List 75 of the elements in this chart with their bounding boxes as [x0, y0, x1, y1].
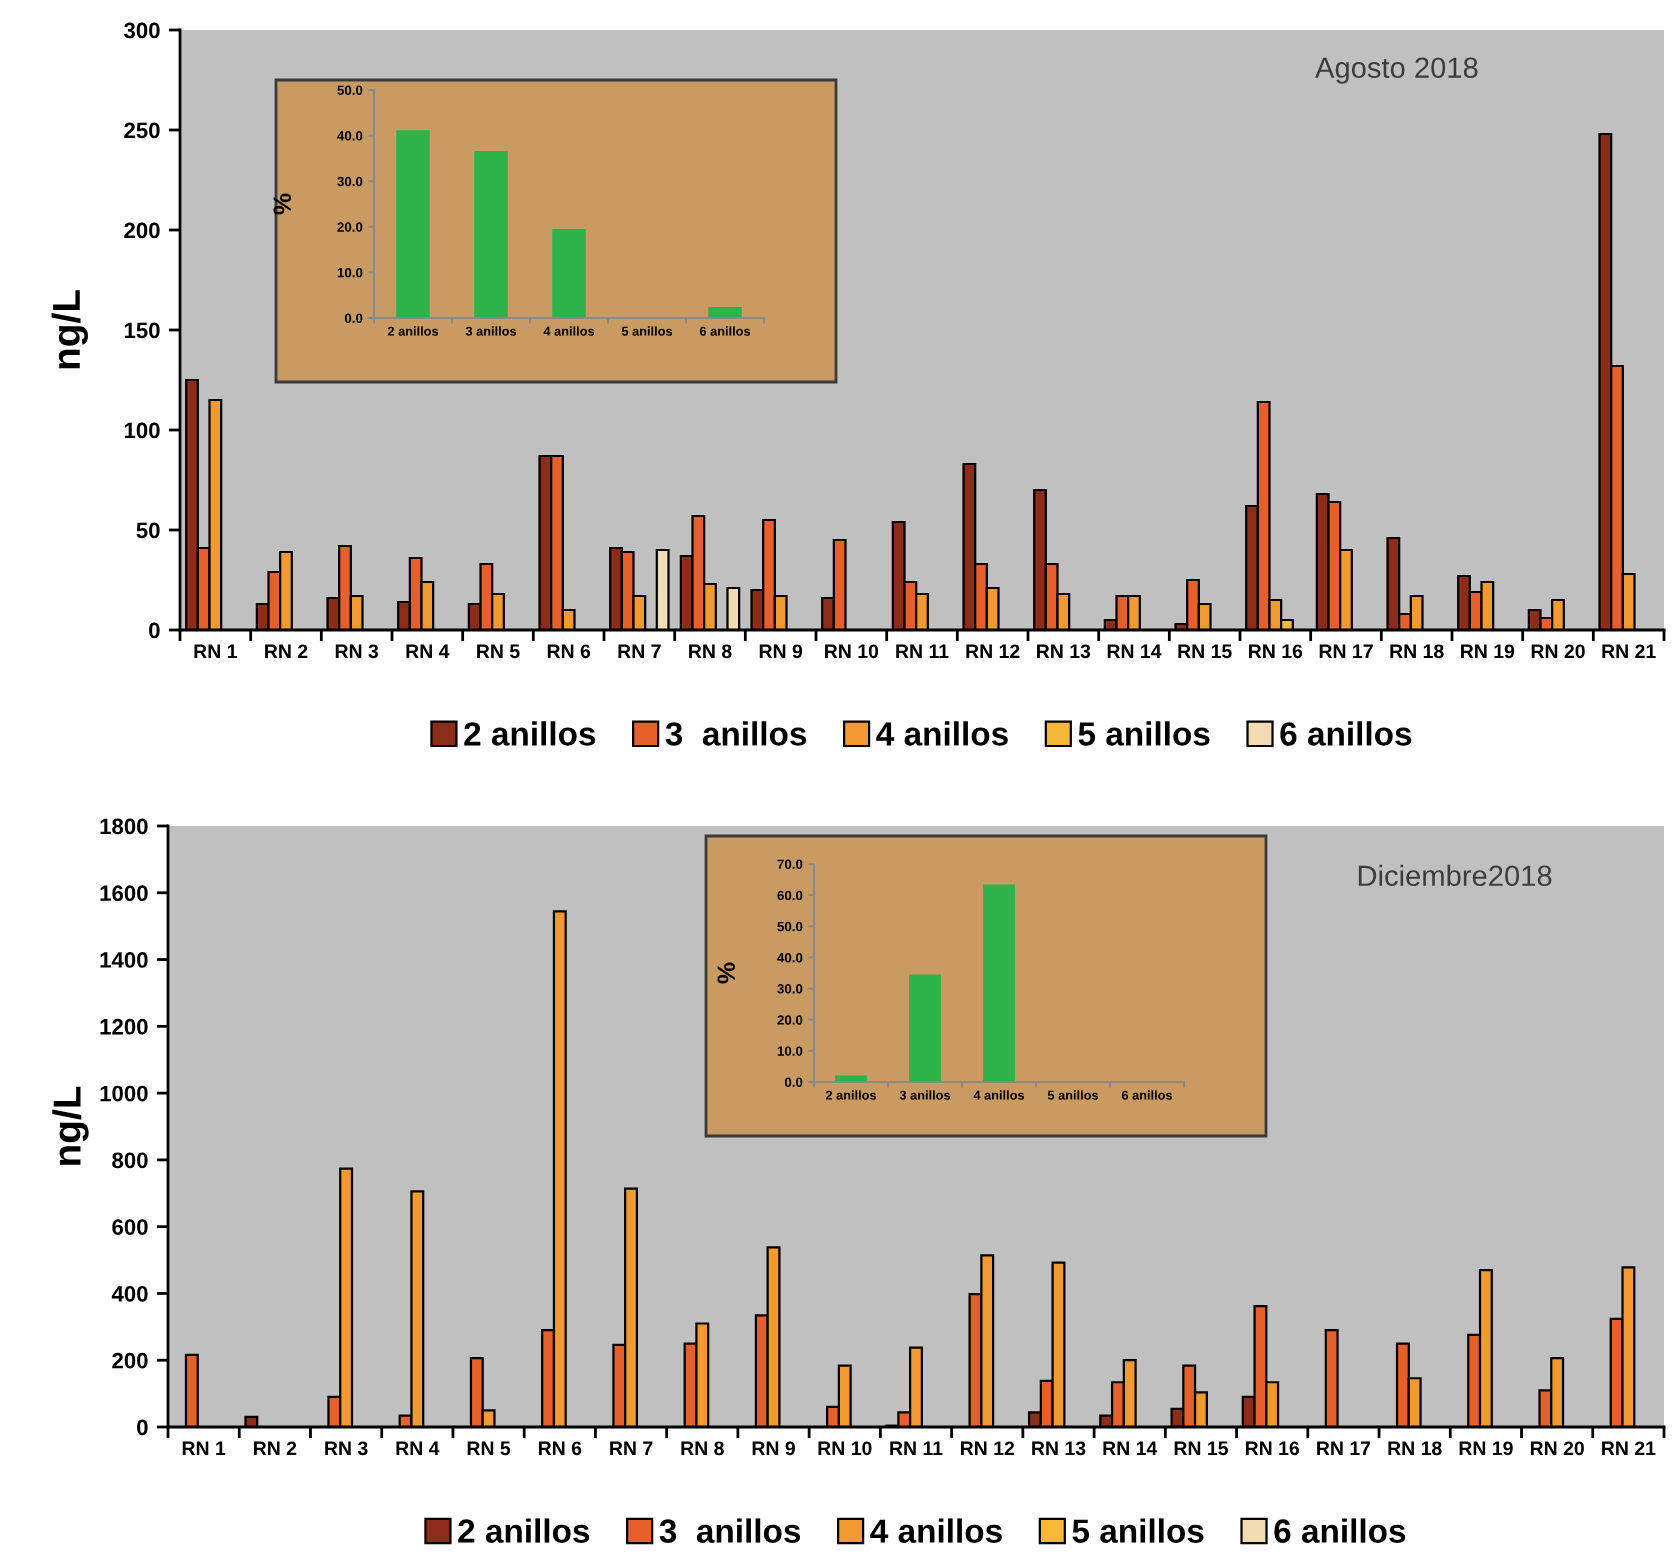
x-tick-label: RN 6 [547, 644, 591, 659]
x-tick-label: RN 15 [1178, 644, 1232, 659]
y-tick-label: 1600 [100, 885, 148, 902]
y-tick-label: 250 [124, 122, 160, 139]
x-tick-label: RN 18 [1390, 644, 1444, 659]
x-tick-label: RN 11 [896, 644, 949, 658]
y-tick-label: 200 [124, 222, 160, 239]
legend-label: 6 anillos [1280, 721, 1412, 746]
y-tick-label: 0 [137, 1419, 148, 1436]
legend-label: 3 anillos [665, 721, 807, 746]
x-tick-label: RN 9 [752, 1441, 795, 1456]
x-tick-label: RN 21 [1602, 644, 1656, 658]
x-tick-label: RN 1 [194, 644, 237, 658]
legend-label: 5 anillos [1072, 1518, 1204, 1543]
x-tick-label: RN 4 [406, 644, 450, 658]
x-tick-label: RN 10 [825, 644, 879, 659]
x-tick-label: RN 3 [335, 644, 379, 659]
legend-label: 4 anillos [870, 1518, 1002, 1543]
x-tick-label: RN 4 [396, 1441, 440, 1455]
text: Agosto 2018 [1315, 57, 1478, 84]
x-tick-label: RN 8 [689, 644, 732, 659]
y-tick-label: 1000 [100, 1085, 148, 1102]
x-tick-label: RN 5 [467, 1441, 511, 1456]
legend-label: 4 anillos [876, 721, 1008, 746]
x-tick-label: RN 6 [538, 1441, 582, 1456]
x-tick-label: RN 14 [1107, 644, 1162, 658]
x-tick-label: RN 12 [960, 1441, 1015, 1455]
y-tick-label: 400 [111, 1285, 148, 1302]
x-tick-label: RN 15 [1174, 1441, 1228, 1456]
y-axis-title: % [273, 193, 292, 215]
y-tick-label: 1200 [100, 1018, 148, 1035]
y-tick-label: 1800 [100, 818, 148, 835]
y-tick-label: 100 [124, 422, 160, 439]
y-tick-label: 0 [149, 622, 160, 639]
x-tick-label: RN 18 [1388, 1441, 1442, 1456]
y-tick-label: 50 [136, 522, 160, 539]
x-tick-label: RN 14 [1103, 1441, 1158, 1455]
x-tick-label: RN 2 [265, 644, 308, 658]
x-tick-label: RN 7 [610, 1441, 653, 1455]
x-tick-label: RN 13 [1037, 644, 1091, 659]
x-tick-label: RN 20 [1531, 644, 1585, 659]
legend-label: 3 anillos [659, 1518, 801, 1543]
legend-label: 2 anillos [464, 721, 596, 746]
x-tick-label: RN 7 [618, 644, 661, 658]
x-tick-label: RN 19 [1459, 1441, 1513, 1456]
y-tick-label: 300 [123, 22, 160, 39]
legend-label: 5 anillos [1078, 721, 1210, 746]
x-tick-label: RN 12 [966, 644, 1020, 658]
x-tick-label: RN 3 [325, 1441, 368, 1456]
x-tick-label: RN 2 [254, 1441, 297, 1455]
x-tick-label: RN 11 [890, 1441, 943, 1455]
y-tick-label: 150 [124, 322, 160, 339]
y-tick-label: 200 [112, 1352, 148, 1369]
x-tick-label: RN 16 [1249, 644, 1303, 659]
legend-label: 2 anillos [458, 1518, 590, 1543]
x-tick-label: RN 17 [1319, 644, 1373, 658]
x-tick-label: RN 5 [477, 644, 520, 659]
x-tick-label: RN 13 [1032, 1441, 1086, 1456]
text: Diciembre2018 [1358, 864, 1552, 887]
x-tick-label: RN 1 [182, 1441, 226, 1455]
y-axis-title: ng/L [52, 1086, 89, 1165]
x-tick-label: RN 20 [1530, 1441, 1584, 1456]
legend-label: 6 anillos [1274, 1518, 1406, 1543]
y-tick-label: 1400 [100, 952, 148, 968]
y-tick-label: 600 [112, 1219, 148, 1235]
x-tick-label: RN 19 [1461, 644, 1515, 659]
y-tick-label: 800 [112, 1152, 148, 1169]
x-tick-label: RN 17 [1317, 1441, 1371, 1455]
x-tick-label: RN 16 [1245, 1441, 1300, 1456]
x-tick-label: RN 10 [818, 1441, 872, 1456]
x-tick-label: RN 8 [681, 1441, 724, 1456]
y-axis-title: ng/L [51, 290, 88, 369]
y-axis-title: % [717, 962, 736, 984]
x-tick-label: RN 21 [1602, 1441, 1656, 1455]
x-tick-label: RN 9 [759, 644, 803, 659]
